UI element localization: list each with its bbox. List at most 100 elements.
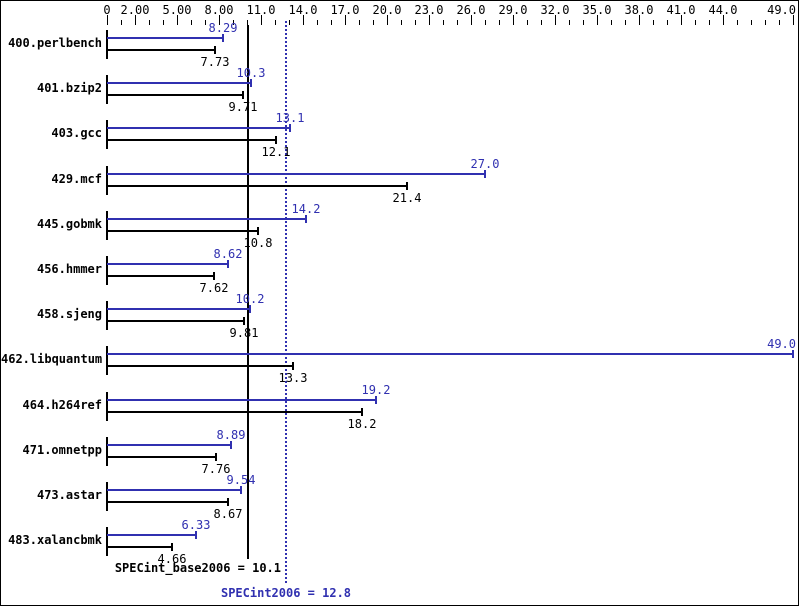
major-tick <box>429 15 430 25</box>
peak-value-label: 8.62 <box>213 247 243 261</box>
base-value-label: 9.71 <box>228 100 258 114</box>
base-value-label: 21.4 <box>392 191 422 205</box>
base-bar <box>107 94 243 96</box>
minor-tick <box>121 20 122 25</box>
peak-bar-endcap <box>484 170 486 178</box>
base-bar-endcap <box>406 182 408 190</box>
base-bar <box>107 411 362 413</box>
major-tick <box>219 15 220 25</box>
base-value-label: 7.73 <box>200 55 230 69</box>
minor-tick <box>373 20 374 25</box>
minor-tick <box>751 20 752 25</box>
major-tick <box>793 15 794 25</box>
minor-tick <box>191 20 192 25</box>
minor-tick <box>317 20 318 25</box>
base-bar-endcap <box>292 362 294 370</box>
major-tick <box>177 15 178 25</box>
base-bar-endcap <box>213 272 215 280</box>
major-tick <box>471 15 472 25</box>
major-tick <box>107 15 108 25</box>
base-bar <box>107 365 293 367</box>
row-axis-bracket <box>106 437 108 466</box>
peak-bar <box>107 399 376 401</box>
minor-tick <box>779 20 780 25</box>
axis-tick-label: 41.0 <box>666 3 696 17</box>
minor-tick <box>401 20 402 25</box>
axis-tick-label: 20.0 <box>372 3 402 17</box>
peak-value-label: 8.89 <box>216 428 246 442</box>
peak-value-label: 6.33 <box>181 518 211 532</box>
base-value-label: 12.1 <box>261 145 291 159</box>
peak-mean-label: SPECint2006 = 12.8 <box>220 586 352 600</box>
major-tick <box>513 15 514 25</box>
base-bar <box>107 49 215 51</box>
minor-tick <box>443 20 444 25</box>
base-mean-line <box>247 25 249 559</box>
peak-bar <box>107 37 223 39</box>
minor-tick <box>499 20 500 25</box>
minor-tick <box>569 20 570 25</box>
benchmark-name: 458.sjeng <box>36 307 102 321</box>
minor-tick <box>611 20 612 25</box>
base-bar-endcap <box>243 317 245 325</box>
minor-tick <box>737 20 738 25</box>
benchmark-name: 483.xalancbmk <box>8 533 102 547</box>
base-bar-endcap <box>257 227 259 235</box>
row-axis-bracket <box>106 482 108 511</box>
base-mean-label: SPECint_base2006 = 10.1 <box>114 561 281 575</box>
minor-tick <box>415 20 416 25</box>
peak-bar-endcap <box>230 441 232 449</box>
minor-tick <box>331 20 332 25</box>
peak-bar <box>107 173 485 175</box>
base-bar <box>107 456 216 458</box>
base-value-label: 8.67 <box>213 507 243 521</box>
benchmark-name: 400.perlbench <box>8 36 102 50</box>
peak-bar-endcap <box>792 350 794 358</box>
base-value-label: 18.2 <box>347 417 377 431</box>
base-value-label: 7.76 <box>201 462 231 476</box>
benchmark-name: 464.h264ref <box>22 398 102 412</box>
axis-tick-label: 26.0 <box>456 3 486 17</box>
peak-value-label: 9.54 <box>226 473 256 487</box>
row-axis-bracket <box>106 346 108 375</box>
peak-bar <box>107 444 231 446</box>
peak-mean-line <box>285 21 287 584</box>
peak-bar <box>107 218 306 220</box>
minor-tick <box>765 20 766 25</box>
peak-bar-endcap <box>227 260 229 268</box>
benchmark-name: 473.astar <box>36 488 102 502</box>
peak-bar <box>107 308 250 310</box>
minor-tick <box>233 20 234 25</box>
minor-tick <box>667 20 668 25</box>
base-bar <box>107 275 214 277</box>
row-axis-bracket <box>106 166 108 195</box>
axis-tick-label: 11.0 <box>246 3 276 17</box>
axis-tick-label: 8.00 <box>204 3 234 17</box>
row-axis-bracket <box>106 120 108 149</box>
minor-tick <box>163 20 164 25</box>
row-axis-bracket <box>106 392 108 421</box>
minor-tick <box>275 20 276 25</box>
major-tick <box>261 15 262 25</box>
minor-tick <box>709 20 710 25</box>
peak-bar <box>107 534 196 536</box>
axis-tick-label: 32.0 <box>540 3 570 17</box>
peak-bar-endcap <box>250 79 252 87</box>
base-value-label: 7.62 <box>199 281 229 295</box>
axis-tick-label: 5.00 <box>162 3 192 17</box>
base-bar <box>107 185 407 187</box>
minor-tick <box>247 20 248 25</box>
minor-tick <box>653 20 654 25</box>
peak-bar <box>107 127 290 129</box>
axis-tick-label: 38.0 <box>624 3 654 17</box>
peak-bar <box>107 263 228 265</box>
benchmark-name: 462.libquantum <box>1 352 103 366</box>
base-bar-endcap <box>171 543 173 551</box>
peak-bar-endcap <box>222 34 224 42</box>
peak-bar <box>107 82 251 84</box>
benchmark-name: 401.bzip2 <box>36 81 102 95</box>
row-axis-bracket <box>106 527 108 556</box>
axis-tick-label: 35.0 <box>582 3 612 17</box>
major-tick <box>639 15 640 25</box>
major-tick <box>135 15 136 25</box>
